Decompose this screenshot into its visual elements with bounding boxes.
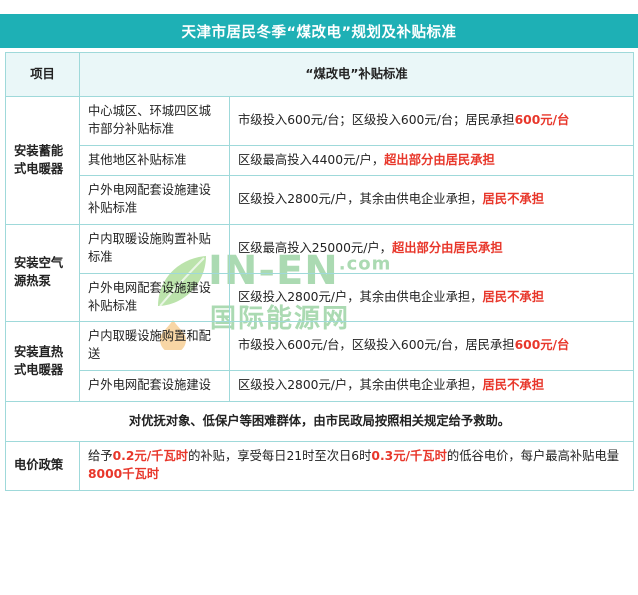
policy-text-2: 的补贴，享受每日21时至次日6时 (188, 448, 372, 463)
subitem-cell: 户内取暖设施购置补贴标准 (79, 224, 230, 274)
category-cell: 安装蓄能式电暖器 (5, 95, 80, 226)
page-title: 天津市居民冬季“煤改电”规划及补贴标准 (181, 24, 457, 41)
table-row-notice: 对优抚对象、低保户等困难群体，由市民政局按照相关规定给予救助。 (5, 400, 634, 442)
policy-text-1: 给予 (88, 448, 113, 463)
column-header-item: 项目 (5, 52, 80, 97)
category-cell: 安装直热式电暖器 (5, 321, 80, 402)
policy-label-cell: 电价政策 (5, 440, 80, 491)
value-highlight: 超出部分由居民承担 (391, 241, 503, 256)
value-text: 区级投入2800元/户，其余由供电企业承担， (238, 378, 483, 393)
notice-cell: 对优抚对象、低保户等困难群体，由市民政局按照相关规定给予救助。 (5, 400, 634, 442)
table-row: 户外电网配套设施建设补贴标准 区级投入2800元/户，其余由供电企业承担，居民不… (6, 175, 634, 226)
category-cell: 安装空气源热泵 (5, 224, 80, 323)
subitem-cell: 户内取暖设施购置和配送 (79, 321, 230, 372)
value-text: 市级投入600元/台，区级投入600元/台，居民承担 (238, 338, 515, 353)
value-text: 区级最高投入4400元/户， (238, 152, 385, 167)
subitem-cell: 户外电网配套设施建设补贴标准 (79, 175, 230, 226)
value-text: 市级投入600元/台；区级投入600元/台；居民承担 (238, 112, 515, 127)
table-row: 户外电网配套设施建设 区级投入2800元/户，其余由供电企业承担，居民不承担 (6, 370, 634, 402)
value-text: 区级最高投入25000元/户， (238, 241, 392, 256)
value-cell: 区级投入2800元/户，其余由供电企业承担，居民不承担 (229, 272, 634, 323)
value-cell: 区级最高投入4400元/户，超出部分由居民承担 (229, 144, 634, 177)
value-cell: 区级投入2800元/户，其余由供电企业承担，居民不承担 (229, 370, 634, 402)
value-cell: 区级投入2800元/户，其余由供电企业承担，居民不承担 (229, 175, 634, 226)
subitem-cell: 户外电网配套设施建设 (79, 370, 230, 402)
table-row: 安装空气源热泵 户内取暖设施购置补贴标准 区级最高投入25000元/户，超出部分… (5, 224, 634, 323)
table-row: 户外电网配套设施建设补贴标准 区级投入2800元/户，其余由供电企业承担，居民不… (6, 272, 634, 323)
column-header-standard: “煤改电”补贴标准 (79, 52, 634, 97)
subsidy-table: 项目 “煤改电”补贴标准 安装蓄能式电暖器 中心城区、环城四区城市部分补贴标准 … (5, 52, 634, 491)
subitem-cell: 户外电网配套设施建设补贴标准 (79, 272, 230, 323)
table-row: 安装直热式电暖器 户内取暖设施购置和配送 市级投入600元/台，区级投入600元… (5, 321, 634, 402)
document-title-bar: 天津市居民冬季“煤改电”规划及补贴标准 (0, 14, 638, 48)
subitem-cell: 中心城区、环城四区城市部分补贴标准 (79, 96, 230, 146)
value-cell: 区级最高投入25000元/户，超出部分由居民承担 (229, 224, 634, 274)
value-text: 区级投入2800元/户，其余由供电企业承担， (238, 289, 483, 304)
value-cell: 市级投入600元/台，区级投入600元/台，居民承担600元/台 (229, 321, 634, 372)
policy-highlight-2: 0.3元/千瓦时 (371, 448, 447, 463)
policy-value-cell: 给予0.2元/千瓦时的补贴，享受每日21时至次日6时0.3元/千瓦时的低谷电价，… (79, 440, 634, 491)
policy-highlight-3: 8000千瓦时 (88, 466, 160, 481)
subitem-cell: 其他地区补贴标准 (79, 144, 230, 177)
policy-text-3: 的低谷电价，每户最高补贴电量 (446, 448, 620, 463)
value-highlight: 超出部分由居民承担 (384, 152, 495, 167)
policy-highlight-1: 0.2元/千瓦时 (112, 448, 189, 463)
table-row-policy: 电价政策 给予0.2元/千瓦时的补贴，享受每日21时至次日6时0.3元/千瓦时的… (5, 440, 634, 491)
table-header-row: 项目 “煤改电”补贴标准 (5, 52, 634, 97)
table-row: 其他地区补贴标准 区级最高投入4400元/户，超出部分由居民承担 (6, 144, 634, 177)
value-cell: 市级投入600元/台；区级投入600元/台；居民承担600元/台 (229, 96, 634, 146)
value-text: 区级投入2800元/户，其余由供电企业承担， (238, 192, 483, 207)
table-row: 安装蓄能式电暖器 中心城区、环城四区城市部分补贴标准 市级投入600元/台；区级… (5, 95, 634, 226)
value-highlight: 居民不承担 (482, 289, 545, 304)
value-highlight: 600元/台 (514, 112, 570, 127)
value-highlight: 居民不承担 (482, 192, 545, 207)
value-highlight: 居民不承担 (482, 378, 545, 393)
value-highlight: 600元/台 (514, 338, 570, 353)
